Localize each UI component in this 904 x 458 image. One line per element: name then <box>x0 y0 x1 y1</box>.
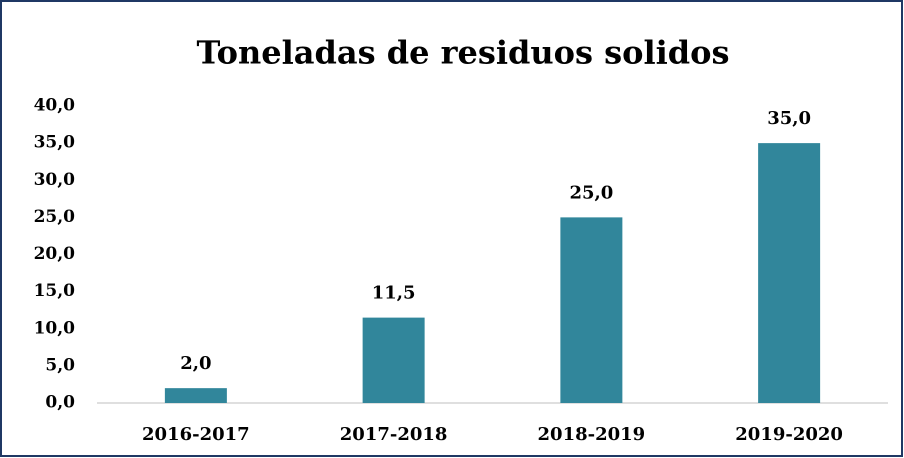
y-tick-label: 25,0 <box>34 207 76 227</box>
y-tick-label: 15,0 <box>34 281 76 301</box>
y-tick-label: 0,0 <box>45 393 75 413</box>
y-tick-label: 20,0 <box>34 244 76 264</box>
bar <box>362 317 425 403</box>
data-label: 2,0 <box>180 353 211 374</box>
bar <box>758 143 821 403</box>
chart-title: Toneladas de residuos solidos <box>196 34 729 72</box>
bar <box>164 388 227 403</box>
y-tick-label: 10,0 <box>34 318 76 338</box>
y-tick-label: 5,0 <box>45 355 75 375</box>
data-label: 25,0 <box>569 182 613 203</box>
bar <box>560 217 623 403</box>
x-tick-label: 2017-2018 <box>340 424 448 445</box>
x-tick-label: 2019-2020 <box>735 424 843 445</box>
x-tick-label: 2018-2019 <box>538 424 646 445</box>
data-label: 11,5 <box>372 283 416 304</box>
data-label: 35,0 <box>767 108 811 129</box>
y-tick-label: 40,0 <box>34 96 76 116</box>
y-tick-label: 35,0 <box>34 133 76 153</box>
y-tick-label: 30,0 <box>34 170 76 190</box>
x-tick-label: 2016-2017 <box>142 424 250 445</box>
